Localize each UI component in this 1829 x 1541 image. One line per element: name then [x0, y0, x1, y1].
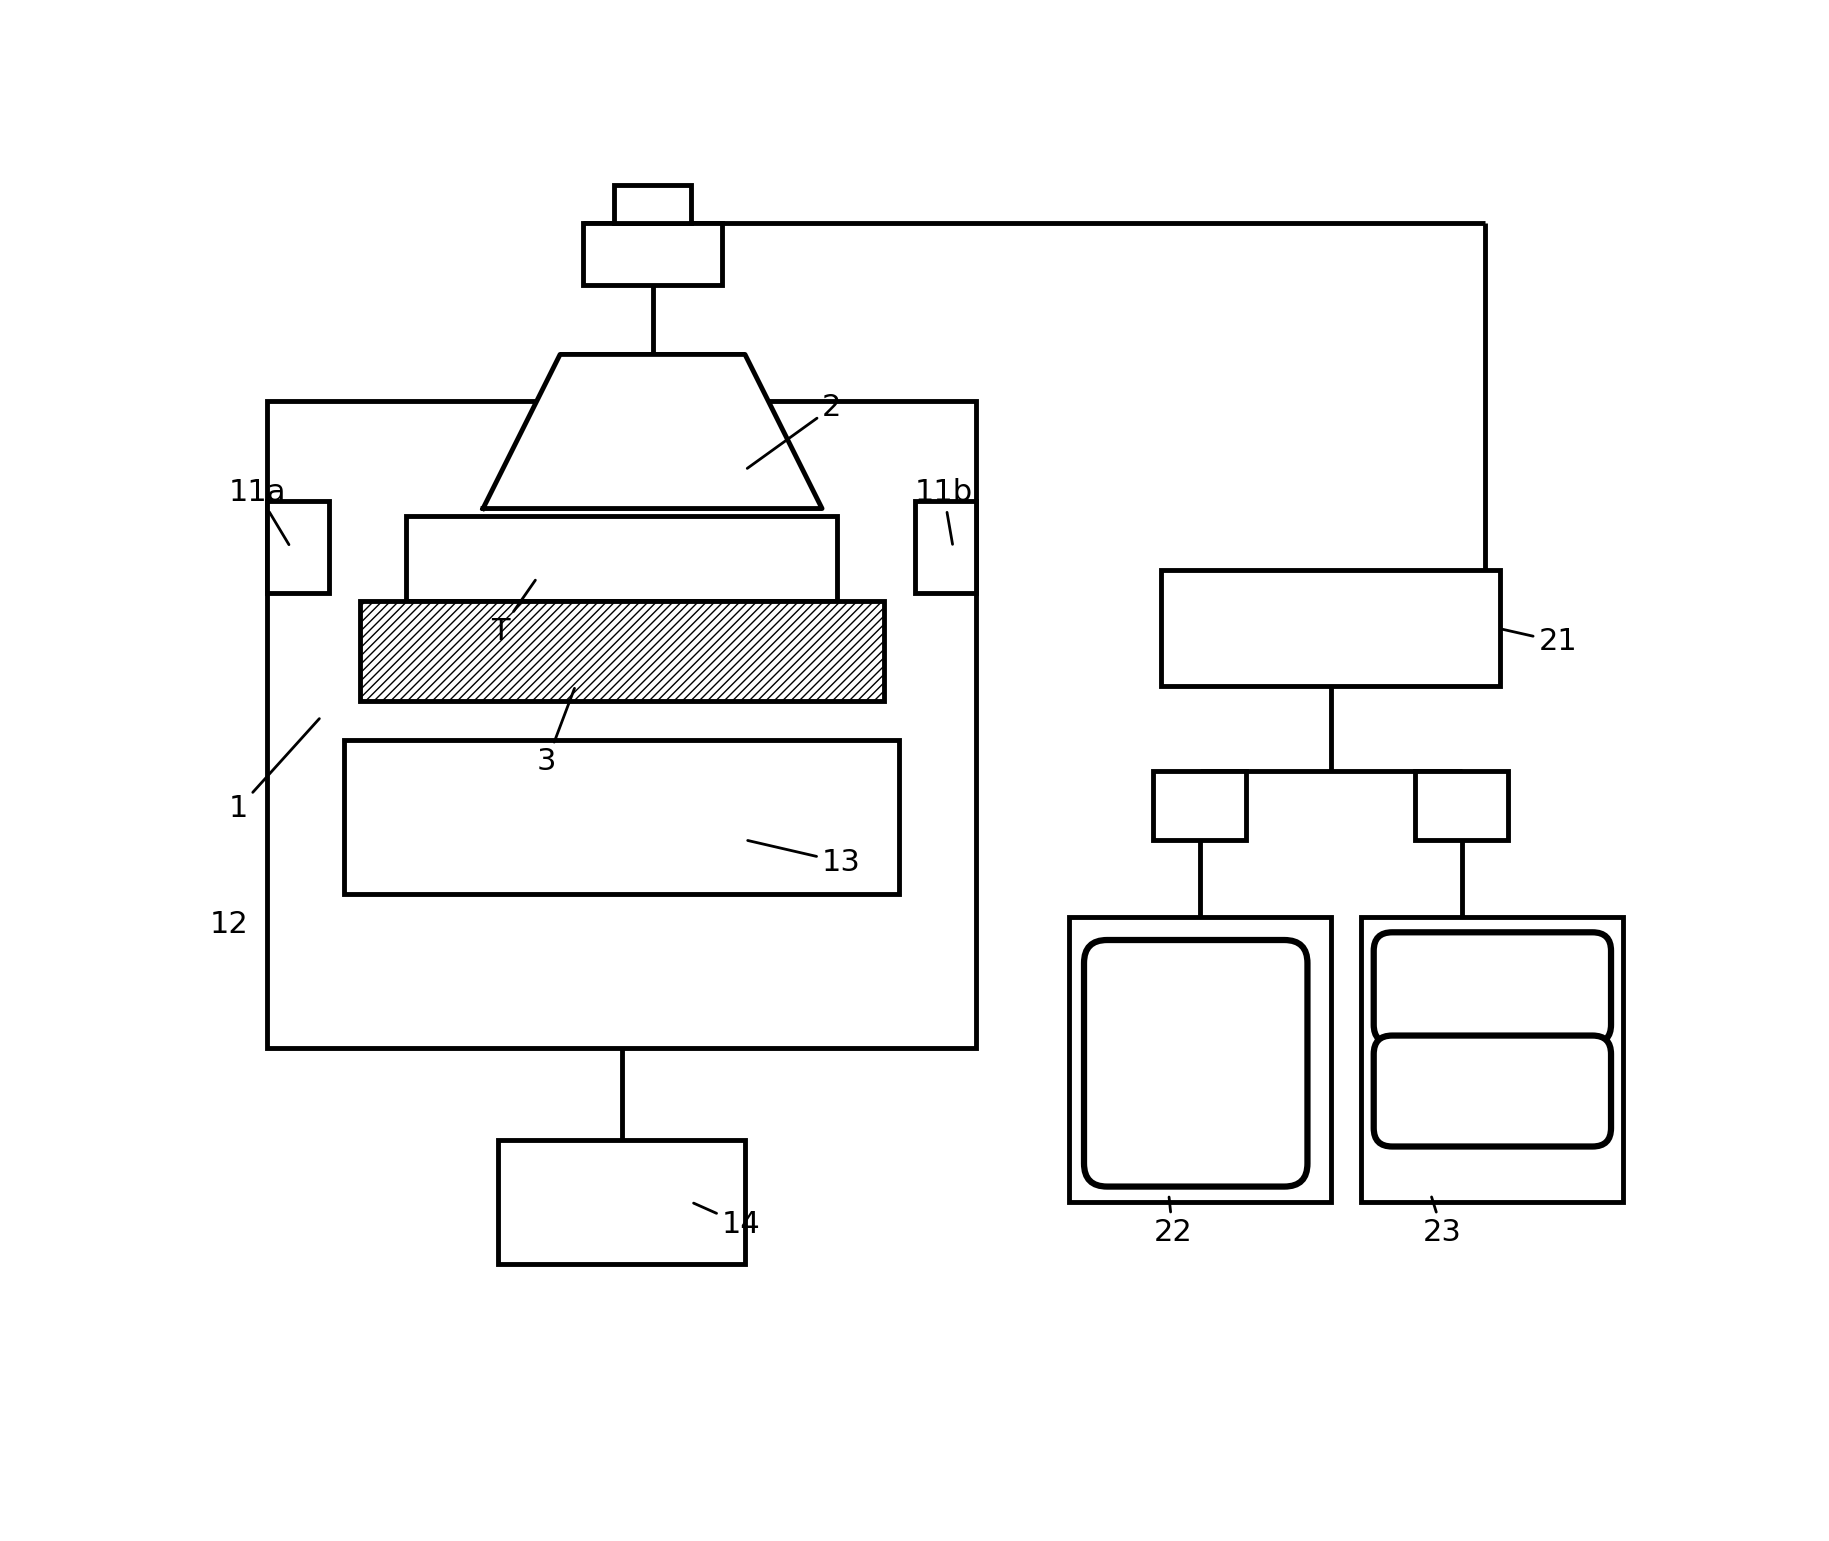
Bar	[615, 185, 691, 223]
Bar	[1068, 917, 1330, 1202]
Text: 11b: 11b	[914, 478, 973, 544]
Bar	[1161, 570, 1500, 686]
FancyBboxPatch shape	[1085, 940, 1308, 1187]
Text: 1: 1	[229, 718, 320, 823]
Bar	[267, 401, 977, 1048]
Text: 13: 13	[748, 840, 861, 877]
Text: T: T	[490, 579, 536, 646]
Text: 3: 3	[538, 689, 574, 777]
Polygon shape	[483, 354, 821, 509]
FancyBboxPatch shape	[1374, 1036, 1611, 1147]
Text: 12: 12	[209, 911, 249, 938]
Text: 2: 2	[748, 393, 841, 468]
Bar	[406, 516, 838, 601]
FancyBboxPatch shape	[1374, 932, 1611, 1043]
Bar	[499, 1140, 744, 1264]
Text: 11a: 11a	[229, 478, 289, 544]
Bar	[360, 601, 883, 701]
Text: 23: 23	[1423, 1197, 1461, 1247]
Bar	[1416, 770, 1507, 840]
Bar	[583, 223, 722, 285]
Bar	[1154, 770, 1246, 840]
Bar	[267, 501, 329, 593]
Text: 14: 14	[693, 1204, 761, 1239]
Bar	[914, 501, 977, 593]
Bar	[344, 740, 900, 894]
Text: 22: 22	[1154, 1197, 1193, 1247]
Text: 21: 21	[1503, 627, 1577, 656]
Bar	[1361, 917, 1624, 1202]
